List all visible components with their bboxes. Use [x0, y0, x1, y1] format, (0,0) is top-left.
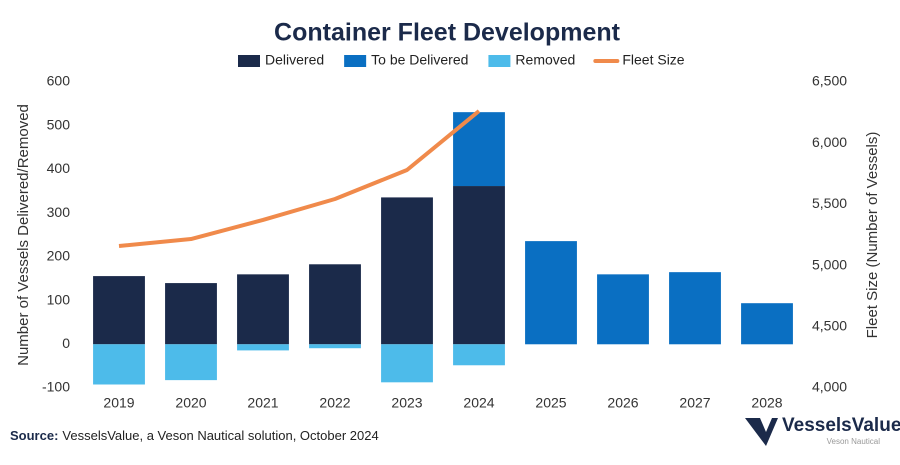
bar — [669, 272, 721, 345]
y-tick-label: 500 — [47, 116, 71, 132]
x-tick-label: 2027 — [679, 395, 710, 411]
legend: Delivered To be Delivered Removed Fleet Siz… — [238, 52, 685, 68]
bar — [309, 264, 361, 345]
y2-tick-label: 5,000 — [812, 256, 847, 272]
y2-tick-label: 4,500 — [812, 318, 847, 334]
bar — [237, 344, 289, 351]
x-tick-label: 2024 — [463, 395, 494, 411]
bar — [381, 197, 433, 345]
legend-label: Removed — [515, 52, 575, 68]
bar — [453, 186, 505, 345]
source-label: Source: — [10, 428, 58, 443]
y2-axis-title: Fleet Size (Number of Vessels) — [864, 132, 881, 339]
bar — [453, 344, 505, 366]
y2-tick-label: 6,500 — [812, 73, 847, 89]
legend-marker — [344, 55, 367, 67]
bar — [93, 276, 145, 345]
y-tick-label: 600 — [47, 73, 71, 89]
y-axis-title: Number of Vessels Delivered/Removed — [15, 104, 32, 366]
y2-tick-label: 4,000 — [812, 379, 847, 395]
x-tick-label: 2019 — [103, 395, 134, 411]
legend-label: To be Delivered — [371, 52, 468, 68]
bar — [597, 274, 649, 345]
logo-name: VesselsValue — [782, 415, 900, 436]
bar — [381, 344, 433, 383]
y-tick-label: 400 — [47, 160, 71, 176]
bar — [525, 241, 577, 345]
x-tick-label: 2020 — [175, 395, 206, 411]
y2-tick-label: 5,500 — [812, 195, 847, 211]
x-tick-label: 2028 — [751, 395, 782, 411]
line — [118, 109, 481, 249]
chart-title: Container Fleet Development — [274, 19, 621, 47]
bar — [453, 112, 505, 187]
y-tick-label: 200 — [47, 248, 71, 264]
x-tick-label: 2026 — [607, 395, 638, 411]
legend-marker — [488, 55, 511, 67]
legend-marker — [238, 55, 260, 67]
y-tick-label: 0 — [62, 335, 70, 351]
y2-tick-label: 6,000 — [812, 134, 847, 150]
logo-icon — [745, 418, 778, 446]
source: Source: VesselsValue, a Veson Nautical so… — [10, 428, 379, 443]
bar — [741, 303, 793, 345]
x-tick-label: 2021 — [247, 395, 278, 411]
logo-subtitle: Veson Nautical — [827, 437, 881, 446]
y-tick-label: -100 — [42, 379, 70, 395]
bar — [165, 344, 217, 381]
bar — [93, 344, 145, 385]
x-tick-label: 2023 — [391, 395, 422, 411]
legend-label: Delivered — [265, 52, 324, 68]
x-tick-label: 2022 — [319, 395, 350, 411]
x-tick-label: 2025 — [535, 395, 566, 411]
y-tick-label: 100 — [47, 291, 71, 307]
bar — [309, 344, 361, 349]
legend-label: Fleet Size — [622, 52, 684, 68]
y-tick-label: 300 — [47, 204, 71, 220]
source-text: VesselsValue, a Veson Nautical solution,… — [62, 428, 378, 443]
logo: VesselsValue Veson Nautical — [745, 415, 900, 446]
bar — [165, 283, 217, 345]
bar — [237, 274, 289, 345]
